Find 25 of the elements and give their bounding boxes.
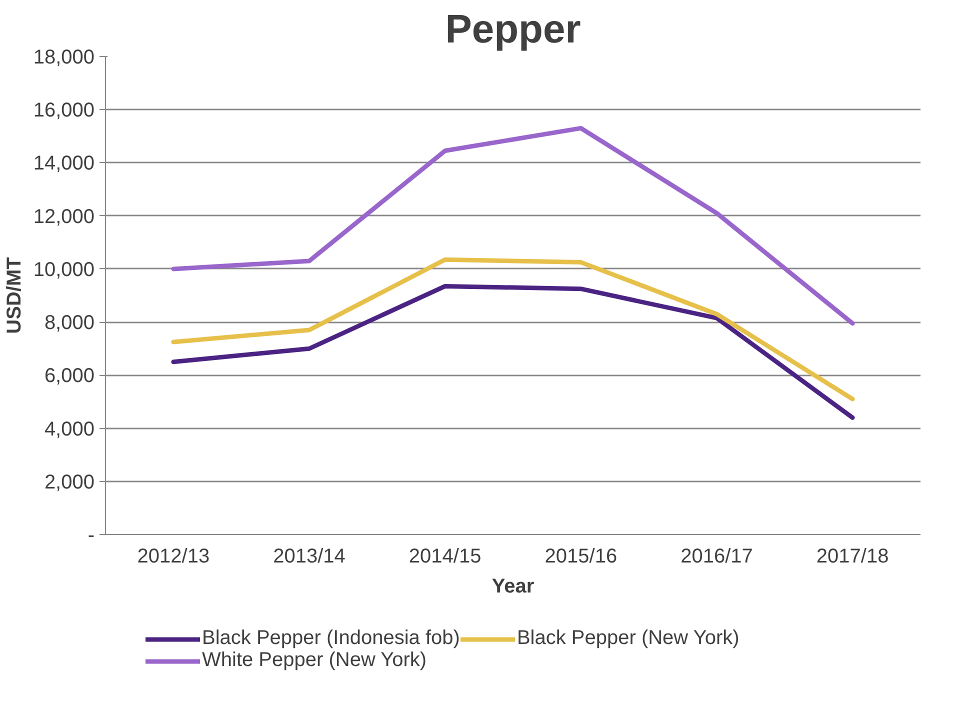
y-tick-label: 12,000 [33,206,94,228]
y-axis-title: USD/MT [3,257,26,334]
y-tick-label: 8,000 [44,312,95,334]
x-tick-label: 2016/17 [680,546,753,568]
y-tick-label: 14,000 [33,152,94,175]
legend-label: Black Pepper (New York) [516,627,740,650]
x-tick-label: 2012/13 [137,546,210,568]
x-tick-label: 2017/18 [816,546,889,568]
line-series [171,284,855,420]
y-tick-label: - [88,524,95,546]
line-series [171,126,855,326]
x-tick-label: 2015/16 [544,546,618,568]
y-tick-label: 16,000 [33,100,94,122]
chart-title: Pepper [445,8,581,52]
x-tick-label: 2014/15 [408,546,482,568]
y-tick-label: 18,000 [33,46,94,68]
x-axis-title: Year [492,576,534,598]
y-tick-label: 10,000 [33,258,94,281]
legend-label: Black Pepper (Indonesia fob) [202,627,460,650]
x-tick-label: 2013/14 [273,546,346,568]
y-tick-label: 4,000 [44,418,95,440]
line-series [171,257,855,402]
y-tick-label: 6,000 [44,365,95,388]
legend-label: White Pepper (New York) [202,649,427,672]
y-tick-label: 2,000 [44,471,95,494]
